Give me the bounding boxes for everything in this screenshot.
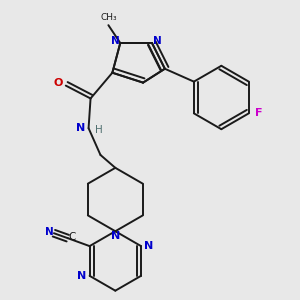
Text: N: N [153, 36, 161, 46]
Text: N: N [111, 231, 120, 241]
Text: N: N [144, 241, 154, 251]
Text: C: C [68, 232, 75, 242]
Text: N: N [45, 227, 53, 237]
Text: N: N [77, 271, 86, 281]
Text: F: F [255, 108, 262, 118]
Text: H: H [94, 125, 102, 135]
Text: CH₃: CH₃ [100, 13, 117, 22]
Text: N: N [76, 123, 85, 133]
Text: N: N [111, 36, 120, 46]
Text: O: O [53, 78, 62, 88]
